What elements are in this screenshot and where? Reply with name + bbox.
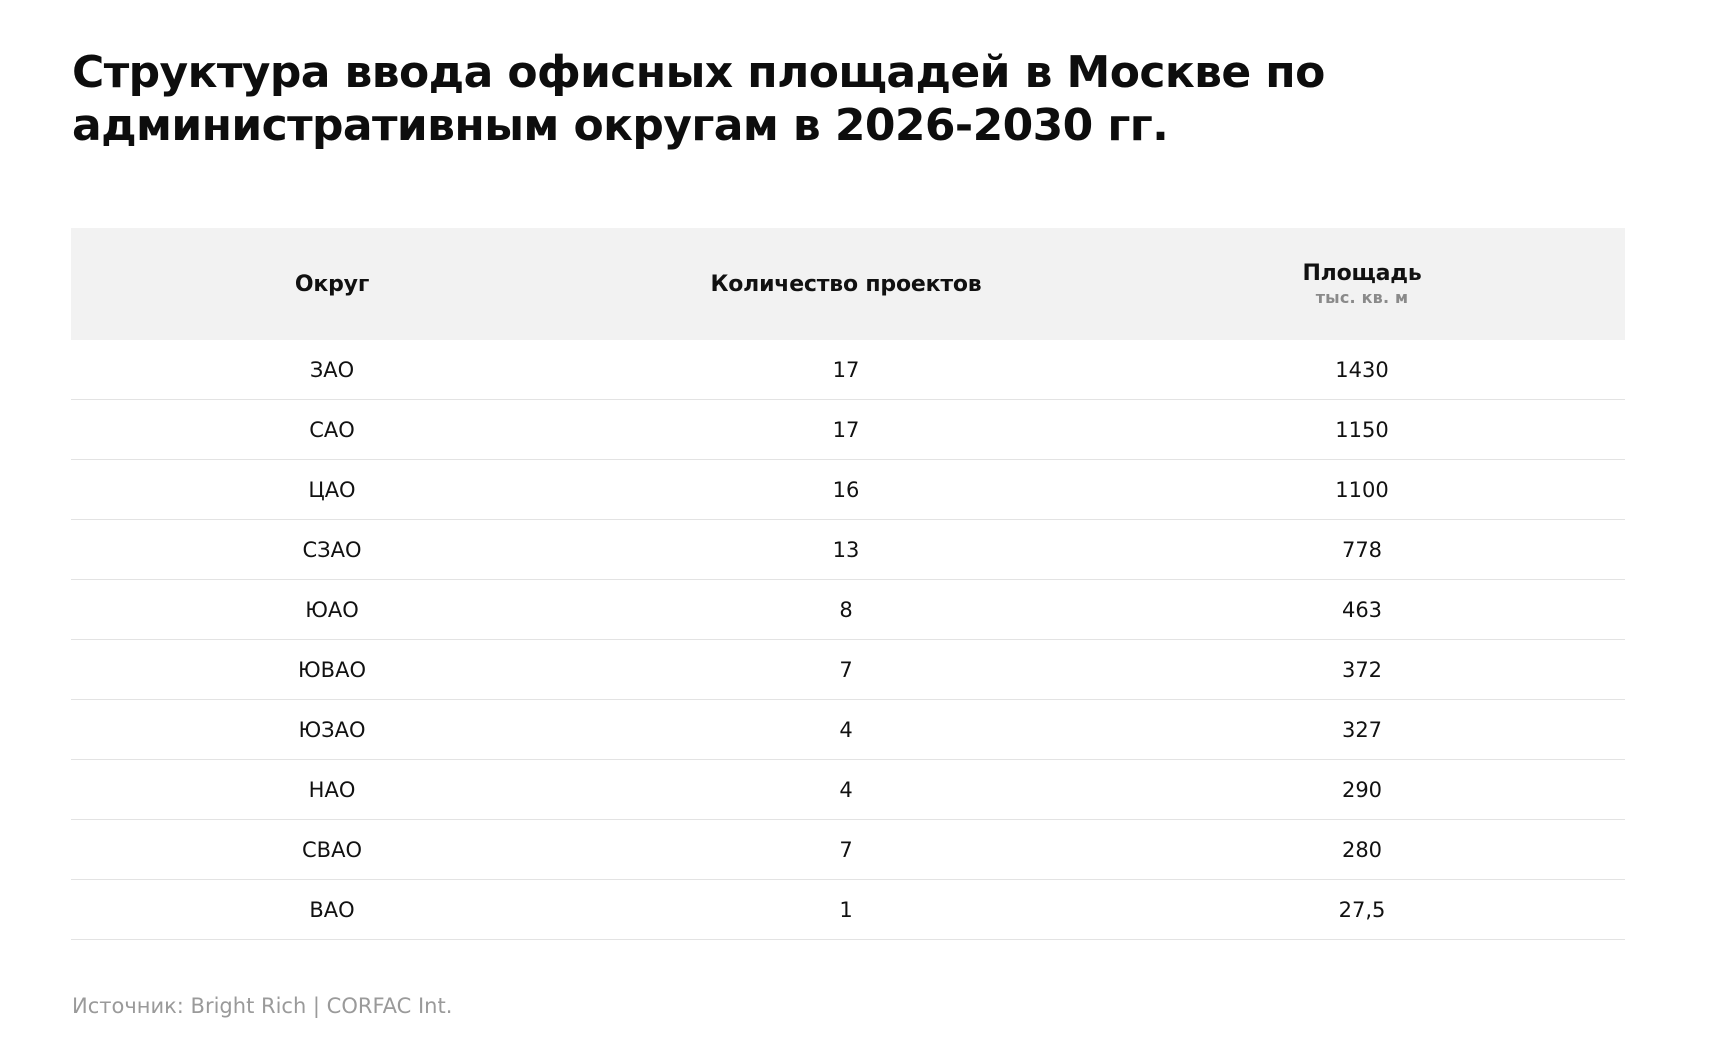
column-header-area: Площадь тыс. кв. м bbox=[1099, 261, 1625, 307]
cell-area: 1150 bbox=[1335, 417, 1389, 442]
table-row: ЮАО 8 463 bbox=[71, 580, 1625, 640]
cell-area: 327 bbox=[1341, 717, 1383, 742]
cell-district: ЮВАО bbox=[298, 657, 366, 682]
cell-project-count: 16 bbox=[832, 477, 860, 502]
cell-area: 372 bbox=[1341, 657, 1383, 682]
cell-project-count: 13 bbox=[832, 537, 860, 562]
cell-district: СЗАО bbox=[302, 537, 362, 562]
cell-area: 463 bbox=[1341, 597, 1383, 622]
table-body: ЗАО 17 1430 САО 17 1150 ЦАО 16 1100 СЗАО 13 778 ЮАО 8… bbox=[71, 340, 1625, 940]
column-header-unit: тыс. кв. м bbox=[1315, 288, 1409, 307]
page-title: Структура ввода офисных площадей в Москв… bbox=[72, 47, 1325, 151]
cell-area: 280 bbox=[1341, 837, 1383, 862]
table-row: ВАО 1 27,5 bbox=[71, 880, 1625, 940]
table-header: Округ Количество проектов Площадь тыс. к… bbox=[71, 228, 1625, 340]
column-header-district: Округ bbox=[71, 272, 593, 297]
cell-district: САО bbox=[309, 417, 355, 442]
cell-district: СВАО bbox=[302, 837, 362, 862]
cell-district: ЮЗАО bbox=[298, 717, 366, 742]
cell-project-count: 1 bbox=[839, 897, 853, 922]
cell-area: 1100 bbox=[1335, 477, 1389, 502]
cell-project-count: 8 bbox=[839, 597, 853, 622]
cell-district: ЦАО bbox=[308, 477, 356, 502]
cell-project-count: 4 bbox=[839, 717, 853, 742]
cell-district: ЗАО bbox=[309, 357, 355, 382]
cell-project-count: 17 bbox=[832, 417, 860, 442]
column-header-project-count: Количество проектов bbox=[593, 272, 1099, 297]
table-row: СВАО 7 280 bbox=[71, 820, 1625, 880]
cell-district: НАО bbox=[308, 777, 356, 802]
cell-area: 290 bbox=[1341, 777, 1383, 802]
table-row: НАО 4 290 bbox=[71, 760, 1625, 820]
data-table: Округ Количество проектов Площадь тыс. к… bbox=[71, 228, 1625, 940]
table-row: ЦАО 16 1100 bbox=[71, 460, 1625, 520]
source-note: Источник: Bright Rich | CORFAC Int. bbox=[72, 994, 453, 1018]
cell-area: 1430 bbox=[1335, 357, 1389, 382]
table-row: ЗАО 17 1430 bbox=[71, 340, 1625, 400]
cell-area: 27,5 bbox=[1338, 897, 1386, 922]
column-header-label: Количество проектов bbox=[710, 271, 982, 297]
cell-area: 778 bbox=[1341, 537, 1383, 562]
cell-district: ЮАО bbox=[305, 597, 359, 622]
table-row: ЮВАО 7 372 bbox=[71, 640, 1625, 700]
cell-project-count: 7 bbox=[839, 657, 853, 682]
column-header-label: Округ bbox=[294, 271, 370, 297]
cell-project-count: 7 bbox=[839, 837, 853, 862]
table-row: СЗАО 13 778 bbox=[71, 520, 1625, 580]
column-header-label: Площадь bbox=[1302, 261, 1422, 286]
cell-district: ВАО bbox=[309, 897, 355, 922]
table-row: САО 17 1150 bbox=[71, 400, 1625, 460]
cell-project-count: 4 bbox=[839, 777, 853, 802]
cell-project-count: 17 bbox=[832, 357, 860, 382]
table-row: ЮЗАО 4 327 bbox=[71, 700, 1625, 760]
